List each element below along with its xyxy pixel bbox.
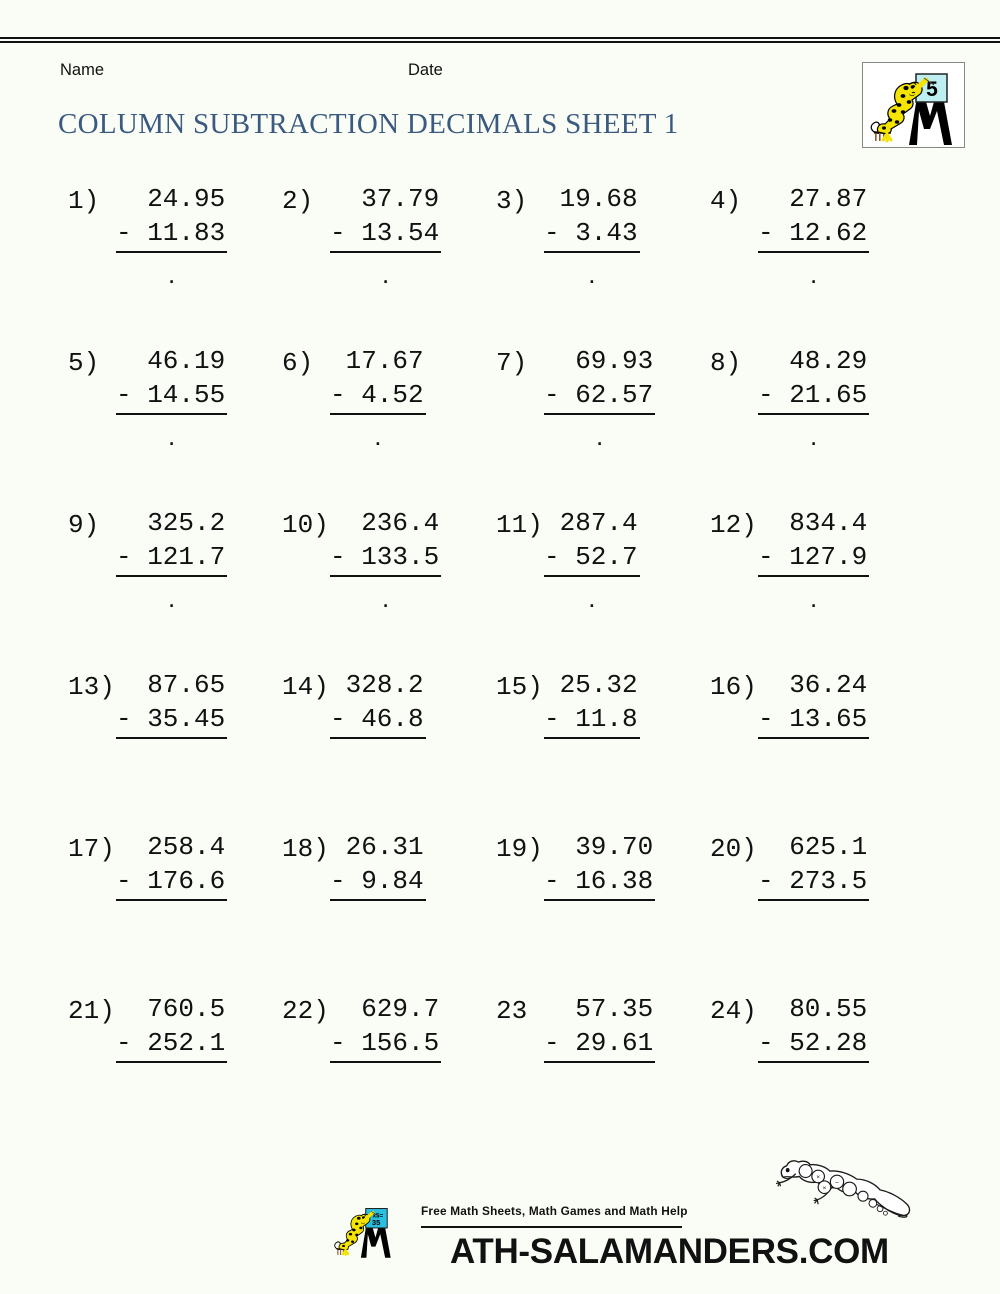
svg-text:35: 35 xyxy=(372,1218,381,1227)
svg-text:−: − xyxy=(835,1180,839,1187)
svg-text:×: × xyxy=(816,1174,820,1181)
svg-text:×: × xyxy=(822,1185,826,1192)
